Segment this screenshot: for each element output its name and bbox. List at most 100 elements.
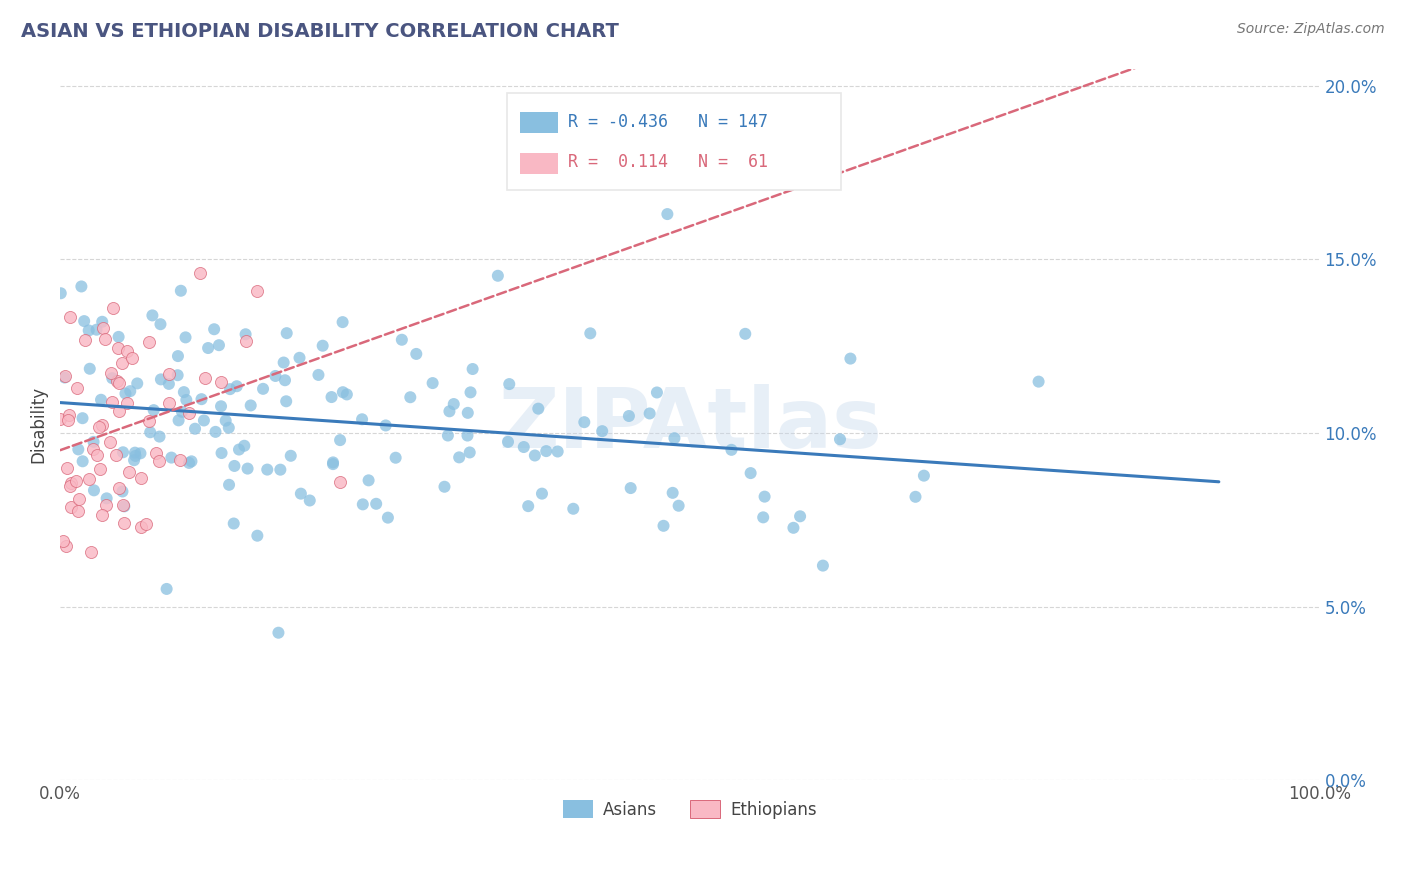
Point: [280, 449, 302, 463]
Point: [449, 450, 471, 465]
Point: [86, 323, 108, 337]
Point: [218, 478, 240, 492]
Point: [443, 397, 465, 411]
Point: [720, 442, 742, 457]
Point: [456, 428, 478, 442]
Point: [157, 367, 180, 381]
Point: [652, 518, 675, 533]
Point: [460, 385, 482, 400]
Point: [70, 279, 93, 293]
Point: [96, 491, 118, 506]
Point: [789, 509, 811, 524]
Point: [129, 446, 152, 460]
Point: [112, 500, 135, 514]
Point: [209, 399, 232, 413]
Point: [513, 440, 536, 454]
Point: [66, 503, 89, 517]
Point: [228, 442, 250, 457]
Point: [108, 376, 131, 390]
Point: [194, 371, 217, 385]
Point: [83, 483, 105, 498]
Point: [51, 534, 73, 549]
Point: [129, 471, 152, 485]
Point: [399, 390, 422, 404]
Point: [377, 510, 399, 524]
Point: [67, 492, 90, 507]
Point: [290, 486, 312, 500]
Point: [668, 499, 690, 513]
Point: [422, 376, 444, 390]
Point: [104, 448, 127, 462]
Point: [105, 374, 128, 388]
Point: [461, 362, 484, 376]
Point: [209, 376, 232, 390]
Point: [433, 480, 456, 494]
Point: [49, 286, 72, 301]
Text: ASIAN VS ETHIOPIAN DISABILITY CORRELATION CHART: ASIAN VS ETHIOPIAN DISABILITY CORRELATIO…: [21, 22, 619, 41]
Point: [273, 355, 295, 369]
Point: [90, 392, 112, 407]
Point: [184, 422, 207, 436]
Point: [645, 385, 668, 400]
Point: [55, 539, 77, 553]
Point: [530, 486, 553, 500]
Point: [204, 425, 226, 439]
Point: [661, 486, 683, 500]
Point: [574, 415, 596, 429]
Point: [366, 497, 388, 511]
Point: [72, 411, 94, 425]
Point: [329, 433, 352, 447]
Point: [437, 428, 460, 442]
Point: [82, 442, 104, 456]
Point: [276, 394, 298, 409]
Point: [839, 351, 862, 366]
Point: [79, 361, 101, 376]
Point: [252, 382, 274, 396]
Point: [142, 403, 165, 417]
Point: [224, 458, 246, 473]
Point: [239, 399, 262, 413]
Point: [235, 327, 257, 342]
Point: [211, 446, 233, 460]
Point: [439, 404, 461, 418]
Legend: Asians, Ethiopians: Asians, Ethiopians: [557, 793, 824, 825]
Point: [141, 309, 163, 323]
Point: [73, 314, 96, 328]
Point: [176, 392, 198, 407]
Point: [752, 510, 775, 524]
Point: [148, 429, 170, 443]
Point: [127, 376, 149, 391]
Point: [517, 499, 540, 513]
Point: [235, 334, 257, 348]
Point: [740, 466, 762, 480]
FancyBboxPatch shape: [508, 94, 841, 189]
Point: [91, 315, 114, 329]
Point: [72, 454, 94, 468]
Point: [59, 310, 82, 324]
Point: [149, 317, 172, 331]
Point: [657, 207, 679, 221]
Point: [58, 408, 80, 422]
Point: [617, 409, 640, 423]
Point: [169, 452, 191, 467]
Point: [322, 457, 344, 471]
Point: [59, 475, 82, 490]
Point: [457, 406, 479, 420]
Text: R =  0.114   N =  61: R = 0.114 N = 61: [568, 153, 768, 171]
Point: [638, 407, 661, 421]
Point: [179, 406, 201, 420]
Point: [167, 349, 190, 363]
Point: [352, 412, 374, 426]
Point: [384, 450, 406, 465]
Point: [121, 351, 143, 366]
Point: [734, 326, 756, 341]
Point: [332, 315, 354, 329]
Point: [269, 463, 291, 477]
Point: [60, 500, 83, 515]
Point: [620, 481, 643, 495]
Text: ZIPAtlas: ZIPAtlas: [498, 384, 882, 465]
Point: [98, 434, 121, 449]
Point: [904, 490, 927, 504]
Point: [80, 545, 103, 559]
Point: [215, 414, 238, 428]
